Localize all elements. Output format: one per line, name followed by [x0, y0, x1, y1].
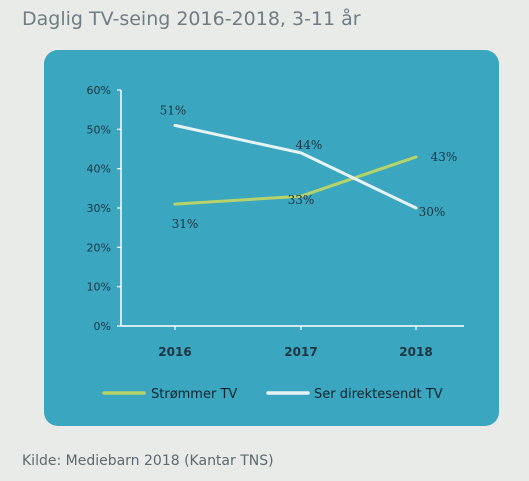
data-label: 30%: [419, 205, 446, 219]
legend-label: Strømmer TV: [151, 387, 237, 402]
chart-title: Daglig TV-seing 2016-2018, 3-11 år: [22, 8, 361, 30]
data-label: 31%: [172, 217, 199, 231]
data-label: 44%: [296, 138, 323, 152]
y-tick-label: 60%: [87, 84, 111, 97]
x-tick-label: 2016: [158, 345, 191, 359]
x-tick-label: 2017: [284, 345, 317, 359]
series-line-streaming: [173, 155, 418, 206]
data-label: 43%: [431, 150, 458, 164]
data-label: 51%: [160, 103, 187, 117]
chart-panel: 0% 10% 20% 30% 40% 50% 60% 2016 2017 2018 31% 33% 43…: [44, 50, 499, 426]
y-tick-label: 10%: [87, 281, 111, 294]
source-note: Kilde: Mediebarn 2018 (Kantar TNS): [22, 453, 274, 469]
y-tick-label: 0%: [94, 320, 111, 333]
legend-label: Ser direktesendt TV: [314, 387, 443, 402]
line-chart: 0% 10% 20% 30% 40% 50% 60% 2016 2017 2018 31% 33% 43…: [87, 84, 464, 402]
data-label: 33%: [288, 193, 315, 207]
series-line-live: [173, 123, 418, 210]
y-tick-label: 40%: [87, 163, 111, 176]
y-tick-label: 50%: [87, 123, 111, 136]
y-tick-label: 30%: [87, 202, 111, 215]
y-tick-label: 20%: [87, 241, 111, 254]
x-tick-label: 2018: [399, 345, 432, 359]
